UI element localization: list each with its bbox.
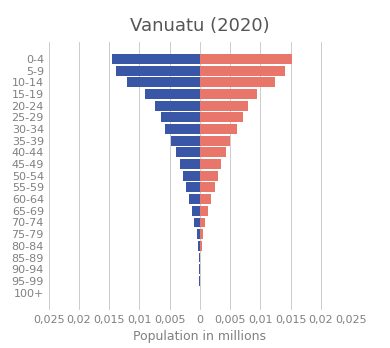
Bar (200, 101, 248, 111)
Bar (200, 112, 243, 122)
Bar (200, 229, 203, 239)
X-axis label: Population in millions: Population in millions (133, 330, 266, 343)
Bar (200, 241, 202, 251)
Bar (161, 112, 200, 122)
Bar (171, 136, 200, 146)
Bar (199, 276, 200, 286)
Bar (183, 171, 200, 181)
Bar (200, 194, 211, 204)
Bar (200, 182, 215, 192)
Bar (197, 229, 200, 239)
Bar (165, 124, 200, 134)
Bar (200, 54, 292, 64)
Bar (200, 206, 208, 216)
Bar (189, 194, 200, 204)
Bar (192, 206, 200, 216)
Bar (180, 159, 200, 169)
Bar (112, 54, 200, 64)
Bar (200, 136, 230, 146)
Bar (199, 253, 200, 262)
Bar (200, 124, 238, 134)
Bar (200, 66, 285, 76)
Bar (200, 218, 205, 228)
Bar (117, 66, 200, 76)
Bar (186, 182, 200, 192)
Bar (127, 77, 200, 87)
Title: Vanuatu (2020): Vanuatu (2020) (130, 17, 270, 35)
Bar (176, 148, 200, 157)
Bar (145, 89, 200, 99)
Bar (199, 264, 200, 274)
Bar (154, 101, 200, 111)
Bar (200, 89, 257, 99)
Bar (200, 159, 221, 169)
Bar (200, 171, 218, 181)
Bar (200, 148, 226, 157)
Bar (200, 77, 275, 87)
Bar (195, 218, 200, 228)
Bar (198, 241, 200, 251)
